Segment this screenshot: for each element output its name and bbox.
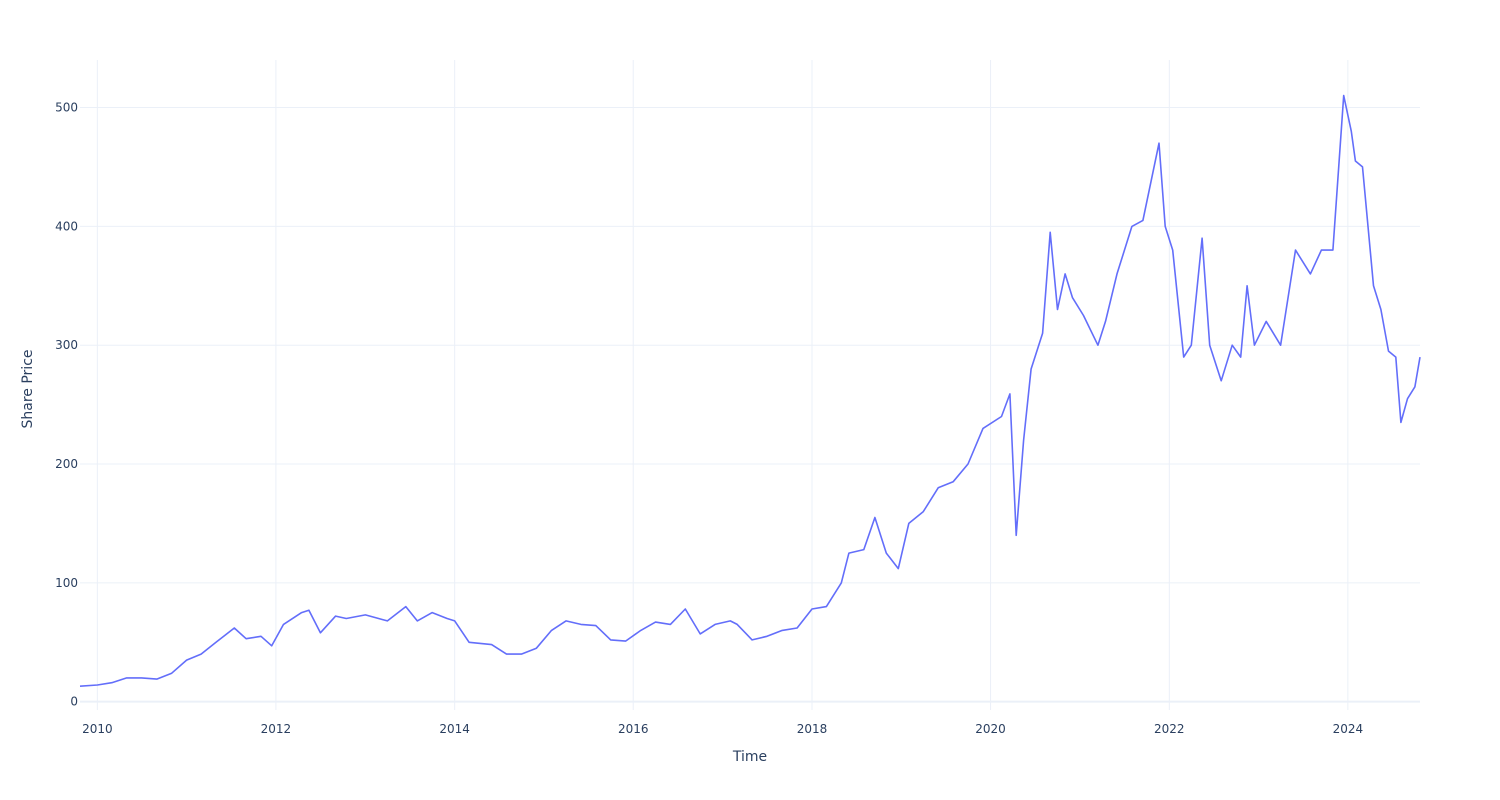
x-tick-label: 2022 bbox=[1154, 722, 1185, 736]
y-tick-label: 0 bbox=[70, 695, 78, 709]
x-tick-label: 2018 bbox=[797, 722, 828, 736]
y-tick-label: 300 bbox=[55, 338, 78, 352]
y-tick-label: 400 bbox=[55, 219, 78, 233]
x-tick-label: 2016 bbox=[618, 722, 649, 736]
y-tick-label: 200 bbox=[55, 457, 78, 471]
x-axis-title: Time bbox=[732, 749, 767, 765]
series-line bbox=[79, 94, 1421, 687]
tick-labels: 2010 2012 2014 2016 2018 2020 2022 2024 0 100 200 3… bbox=[55, 101, 1363, 736]
x-tick-label: 2012 bbox=[261, 722, 292, 736]
x-tick-label: 2010 bbox=[82, 722, 113, 736]
y-tick-label: 100 bbox=[55, 576, 78, 590]
x-tick-label: 2020 bbox=[975, 722, 1006, 736]
y-axis-title: Share Price bbox=[20, 349, 36, 428]
gridlines bbox=[80, 60, 1420, 710]
series-layer bbox=[79, 94, 1421, 687]
y-tick-label: 500 bbox=[55, 101, 78, 115]
x-tick-label: 2014 bbox=[439, 722, 470, 736]
x-tick-label: 2024 bbox=[1333, 722, 1364, 736]
